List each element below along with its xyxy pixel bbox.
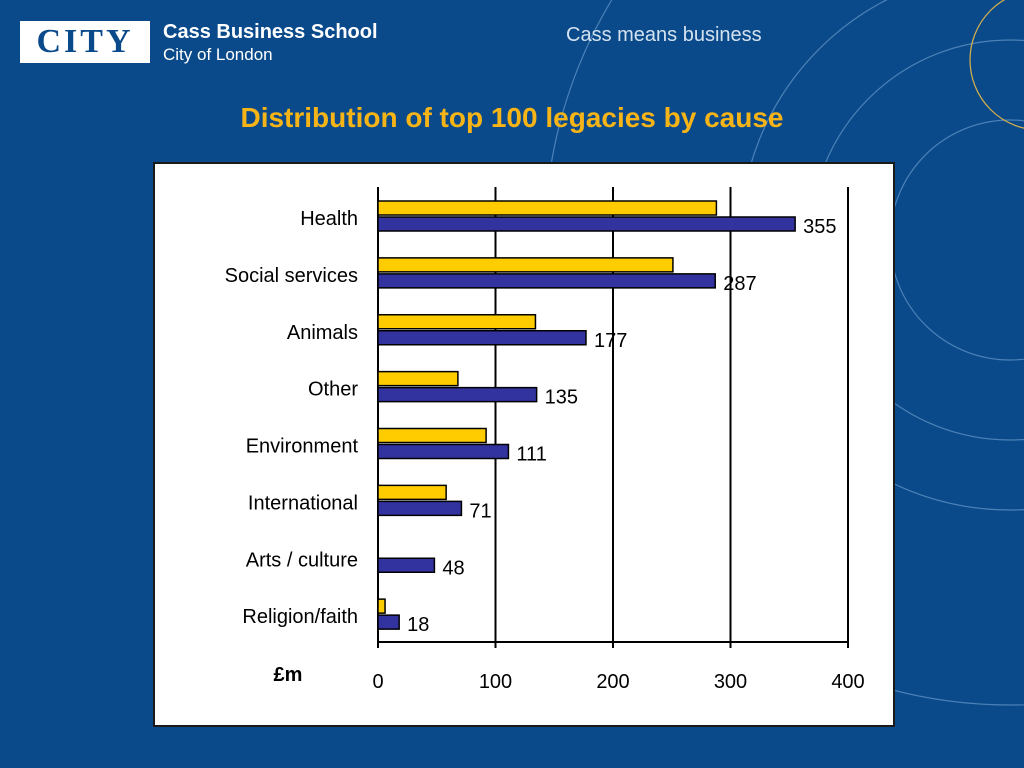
data-label: 71 xyxy=(469,500,491,522)
category-label: Health xyxy=(300,208,358,230)
tagline: Cass means business xyxy=(566,24,762,46)
school-city: City of London xyxy=(163,45,273,64)
category-label: Environment xyxy=(246,436,359,458)
bar-yellow xyxy=(377,370,459,387)
data-label: 111 xyxy=(516,444,546,466)
x-tick-label: 100 xyxy=(479,671,512,693)
school-name: Cass Business School xyxy=(163,21,378,43)
x-tick-label: 300 xyxy=(714,671,747,693)
category-label: Social services xyxy=(225,265,358,287)
data-label: 18 xyxy=(407,614,429,636)
bar-blue xyxy=(377,443,510,460)
bar-chart: 0 100 200 300 400 Health 355 Social services 287… xyxy=(225,187,865,693)
x-tick-label: 200 xyxy=(596,671,629,693)
chart-panel: 0 100 200 300 400 Health 355 Social services 287… xyxy=(153,162,895,727)
bar-yellow xyxy=(377,484,447,501)
bar-blue xyxy=(377,557,436,573)
data-label: 135 xyxy=(545,387,578,409)
bar-blue xyxy=(377,273,716,289)
category-label: Arts / culture xyxy=(246,549,358,571)
data-label: 177 xyxy=(594,330,627,352)
data-label: 287 xyxy=(723,273,756,295)
bar-blue xyxy=(377,386,538,403)
data-label: 48 xyxy=(442,557,464,579)
x-axis-label: £m xyxy=(274,664,303,686)
category-label: Animals xyxy=(287,322,358,344)
bar-blue xyxy=(377,216,796,232)
bar-blue xyxy=(377,330,587,346)
bar-blue xyxy=(377,500,463,517)
category-label: International xyxy=(248,492,358,514)
bar-yellow xyxy=(377,427,487,444)
x-tick-label: 400 xyxy=(831,671,864,693)
logo-text: CITY xyxy=(36,23,134,60)
bar-yellow xyxy=(377,257,674,273)
category-label: Religion/faith xyxy=(242,606,358,628)
bar-yellow xyxy=(377,200,718,216)
x-tick-label: 0 xyxy=(372,671,383,693)
data-label: 355 xyxy=(803,216,836,238)
chart-title: Distribution of top 100 legacies by caus… xyxy=(240,102,784,133)
city-logo: CITY xyxy=(20,21,150,63)
bar-yellow xyxy=(377,598,386,614)
category-label: Other xyxy=(308,379,358,401)
bar-blue xyxy=(377,614,400,630)
bar-yellow xyxy=(377,314,537,330)
